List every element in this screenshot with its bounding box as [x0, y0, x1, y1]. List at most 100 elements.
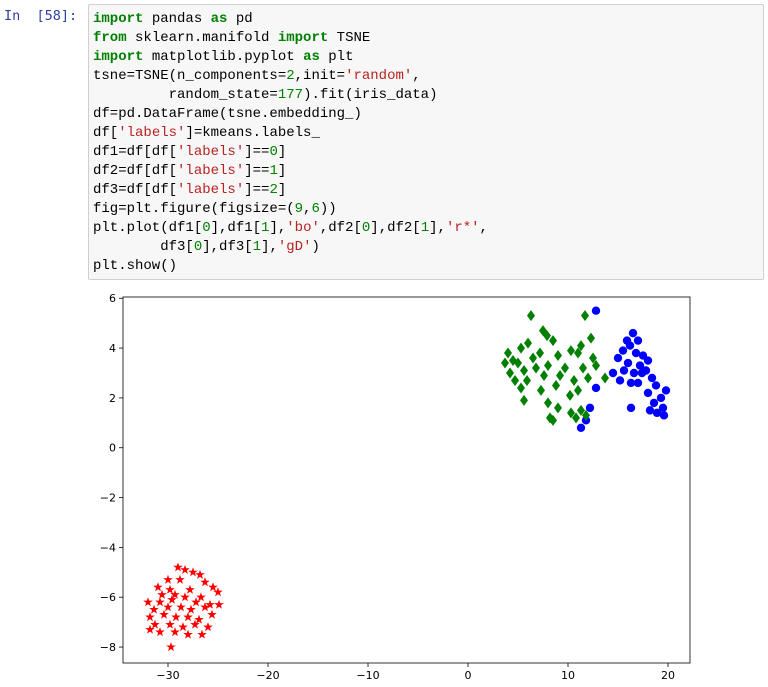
point [584, 372, 592, 384]
point [178, 622, 188, 632]
point [645, 406, 655, 415]
point [194, 614, 204, 624]
point [544, 397, 552, 409]
point [176, 602, 186, 612]
point [567, 407, 575, 419]
point [180, 592, 190, 602]
point [626, 403, 636, 413]
point [163, 602, 173, 612]
code-line: import matplotlib.pyplot as plt [93, 49, 354, 65]
code-line: df['labels']=kmeans.labels_ [93, 125, 320, 141]
point [540, 369, 548, 381]
code-line: plt.plot(df1[0],df1[1],'bo',df2[0],df2[1… [93, 220, 488, 236]
point [171, 612, 181, 622]
point [205, 599, 215, 609]
point [549, 414, 557, 426]
point [186, 604, 196, 614]
x-tick-label: −30 [156, 669, 179, 682]
point [517, 382, 525, 394]
point [635, 361, 645, 370]
y-tick-label: −4 [100, 541, 116, 554]
point [641, 366, 651, 375]
point [165, 619, 175, 629]
point [566, 389, 574, 401]
point [504, 347, 512, 359]
code-line: tsne=TSNE(n_components=2,init='random', [93, 68, 421, 84]
point [150, 619, 160, 629]
y-tick-label: −2 [100, 492, 116, 505]
x-tick-label: −20 [256, 669, 279, 682]
point [626, 378, 636, 388]
y-tick-label: −6 [100, 591, 116, 604]
code-line: df1=df[df['labels']==0] [93, 144, 287, 160]
x-tick-label: 20 [661, 669, 675, 682]
point [592, 360, 600, 372]
point [643, 356, 653, 365]
point [589, 352, 597, 364]
point [582, 409, 590, 421]
point [175, 574, 185, 584]
y-tick-label: 2 [109, 392, 116, 405]
plot-frame [122, 296, 691, 664]
point [145, 624, 155, 634]
point [651, 381, 661, 390]
point [166, 642, 176, 652]
point [188, 567, 198, 577]
code-line: import pandas as pd [93, 11, 253, 27]
point [213, 587, 223, 597]
point [529, 352, 537, 364]
point [153, 582, 163, 592]
code-line: plt.show() [93, 258, 178, 274]
y-tick-label: 4 [109, 342, 116, 355]
point [661, 386, 671, 395]
point [572, 412, 580, 424]
code-line: df2=df[df['labels']==1] [93, 163, 287, 179]
point [633, 336, 643, 345]
point [552, 379, 560, 391]
point [149, 604, 159, 614]
point [191, 597, 201, 607]
point [574, 384, 582, 396]
point [587, 332, 595, 344]
point [196, 592, 206, 602]
code-line: df3[0],df3[1],'gD') [93, 239, 320, 255]
point [207, 609, 217, 619]
code-line: df3=df[df['labels']==2] [93, 182, 287, 198]
point [549, 335, 557, 347]
point [173, 562, 183, 572]
point [618, 346, 628, 355]
point [574, 347, 582, 359]
point [157, 589, 167, 599]
point [183, 629, 193, 639]
code-cell[interactable]: import pandas as pd from sklearn.manifold… [88, 4, 764, 280]
x-tick-label: −10 [356, 669, 379, 682]
x-tick-label: 0 [465, 669, 472, 682]
point [622, 336, 632, 345]
point [185, 584, 195, 594]
point [647, 373, 657, 383]
point [163, 574, 173, 584]
point [623, 358, 633, 368]
point [656, 393, 666, 403]
point [143, 597, 153, 607]
code-line: random_state=177).fit(iris_data) [93, 87, 438, 103]
point [167, 594, 177, 604]
point [601, 372, 609, 384]
point [576, 423, 586, 433]
point [197, 629, 207, 639]
point [203, 622, 213, 632]
point [183, 612, 193, 622]
code-line: fig=plt.figure(figsize=(9,6)) [93, 201, 337, 217]
point [567, 345, 575, 357]
point [613, 353, 623, 363]
point [524, 337, 532, 349]
x-tick-label: 10 [561, 669, 575, 682]
point [659, 411, 669, 420]
code-line: from sklearn.manifold import TSNE [93, 30, 371, 46]
point [581, 310, 589, 322]
point [570, 374, 578, 386]
point [591, 306, 601, 315]
point [159, 609, 169, 619]
point [643, 388, 653, 398]
